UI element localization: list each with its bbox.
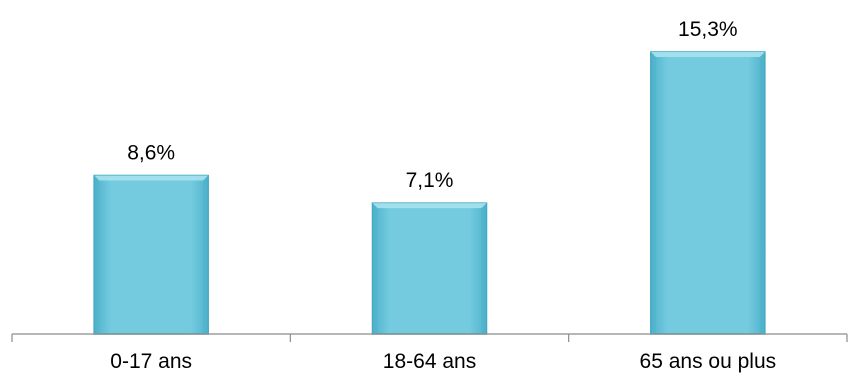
bar-bevel-right: [203, 175, 209, 334]
bar: [93, 174, 209, 335]
data-label: 15,3%: [678, 18, 738, 41]
bar-bevel-top: [650, 52, 765, 57]
bar-bevel-left: [650, 52, 656, 334]
x-axis: [11, 333, 848, 342]
bars-group: [93, 51, 766, 335]
category-label: 65 ans ou plus: [640, 350, 777, 373]
category-label: 18-64 ans: [383, 350, 476, 373]
data-label: 7,1%: [406, 169, 454, 192]
bar-body: [371, 202, 488, 335]
data-label: 8,6%: [127, 141, 175, 164]
bar-bevel-left: [372, 203, 378, 334]
bar-bevel-right: [481, 203, 487, 334]
bar-bevel-right: [759, 52, 765, 334]
bar-bevel-top: [372, 203, 487, 209]
bar: [371, 202, 488, 335]
category-labels-group: 0-17 ans 18-64 ans 65 ans ou plus: [110, 350, 776, 373]
bar-body: [650, 51, 766, 335]
bar-body: [93, 174, 209, 335]
bar-bevel-top: [94, 175, 209, 181]
bar-bevel-left: [94, 175, 100, 334]
bar: [650, 51, 766, 335]
value-labels-group: 8,6% 7,1% 15,3%: [127, 18, 737, 192]
category-label: 0-17 ans: [110, 350, 192, 373]
